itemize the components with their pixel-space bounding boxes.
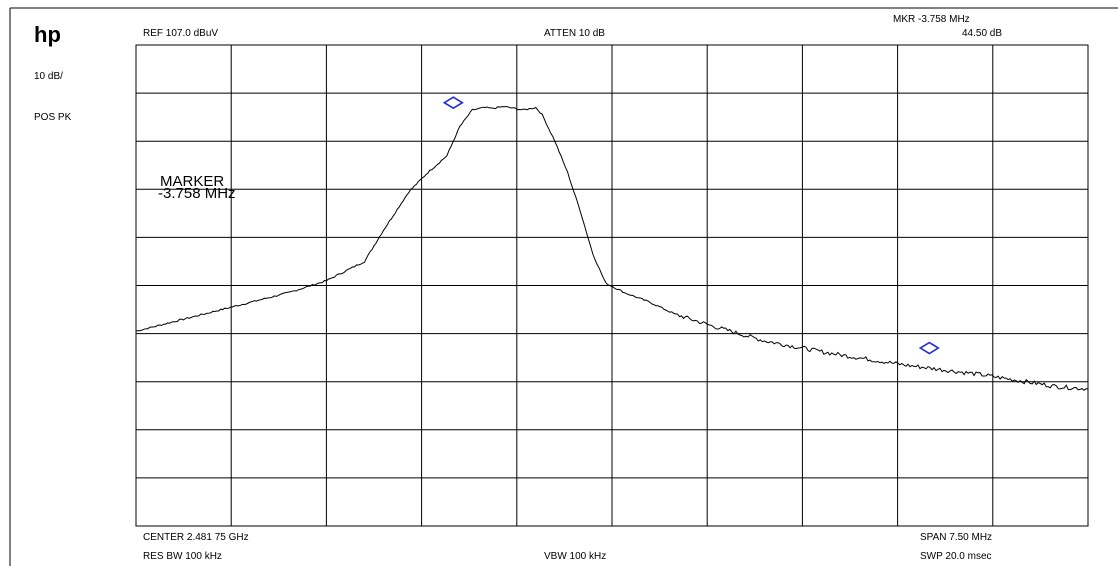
marker-level-readout: 44.50 dB bbox=[962, 28, 1003, 39]
marker-layer bbox=[442, 96, 940, 355]
center-frequency-label: CENTER 2.481 75 GHz bbox=[143, 532, 249, 543]
marker-diamond-reference bbox=[442, 96, 464, 110]
scale-label: 10 dB/ bbox=[34, 71, 63, 82]
sweep-time-label: SWP 20.0 msec bbox=[920, 551, 992, 562]
trace-layer bbox=[135, 105, 1089, 392]
graticule bbox=[135, 44, 1089, 527]
hp-logo: hp bbox=[34, 22, 61, 47]
ref-level-label: REF 107.0 dBuV bbox=[143, 28, 219, 39]
marker-annotation-title: MARKER bbox=[160, 173, 224, 190]
detector-label: POS PK bbox=[34, 112, 72, 123]
atten-label: ATTEN 10 dB bbox=[544, 28, 605, 39]
marker-diamond-delta bbox=[918, 341, 940, 355]
trace-line bbox=[135, 105, 1089, 392]
res-bw-label: RES BW 100 kHz bbox=[143, 551, 222, 562]
marker-frequency-readout: MKR -3.758 MHz bbox=[893, 14, 970, 25]
vbw-label: VBW 100 kHz bbox=[544, 551, 607, 562]
span-label: SPAN 7.50 MHz bbox=[920, 532, 993, 543]
marker-annotation-value: -3.758 MHz bbox=[158, 185, 236, 202]
